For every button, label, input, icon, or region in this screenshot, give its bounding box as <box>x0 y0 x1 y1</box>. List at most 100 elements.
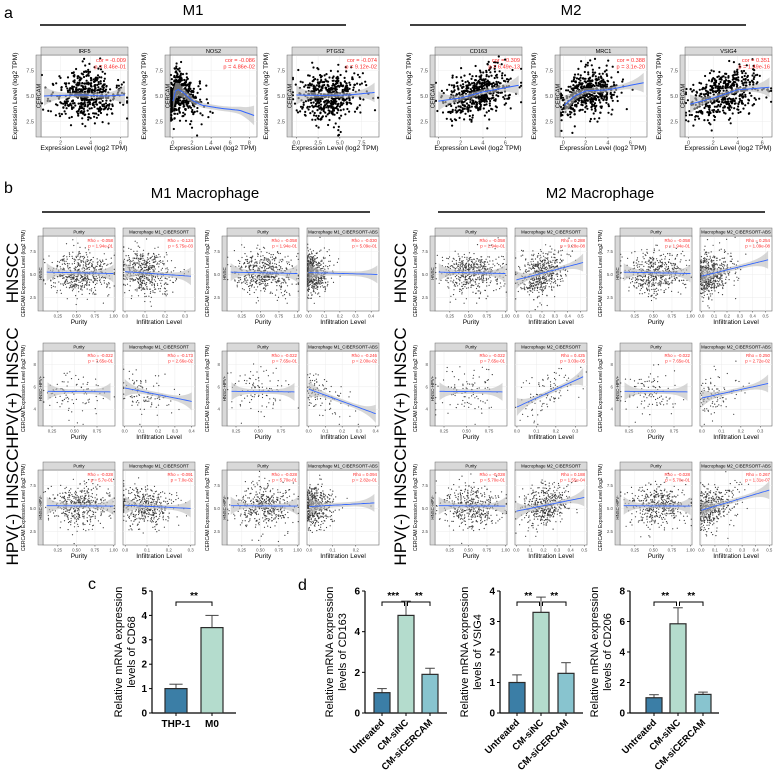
data-point <box>190 93 193 96</box>
data-point <box>571 131 574 134</box>
data-point <box>85 264 87 266</box>
data-point <box>734 77 737 80</box>
data-point <box>719 85 722 88</box>
data-point <box>137 295 140 297</box>
data-point <box>307 296 309 298</box>
y-axis-label: Expression Level (log2 TPM) <box>656 52 663 139</box>
data-point <box>99 80 102 83</box>
data-point <box>140 276 142 278</box>
data-point <box>714 83 717 86</box>
y-tick-label: 7.5 <box>545 68 553 74</box>
x-axis-label: Expression Level (log2 TPM) <box>291 145 378 152</box>
data-point <box>101 266 103 268</box>
data-point <box>461 110 464 113</box>
data-point <box>348 81 351 84</box>
data-point <box>80 261 82 263</box>
facet-title: CD163 <box>470 49 487 55</box>
data-point <box>241 256 243 259</box>
data-point <box>158 266 160 268</box>
data-point <box>316 67 319 70</box>
data-point <box>729 104 732 107</box>
data-point <box>186 77 189 80</box>
side-strip-label: CERCAM <box>166 84 172 109</box>
data-point <box>111 112 114 115</box>
data-point <box>583 70 586 74</box>
data-point <box>570 87 573 90</box>
data-point <box>156 262 159 264</box>
data-point <box>78 253 80 255</box>
data-point <box>489 99 492 103</box>
data-point <box>77 287 79 289</box>
data-point <box>459 84 462 87</box>
data-point <box>59 266 61 268</box>
data-point <box>172 281 174 283</box>
data-point <box>737 111 740 114</box>
data-point <box>73 260 76 262</box>
data-point <box>343 76 346 79</box>
data-point <box>134 257 136 259</box>
data-point <box>89 252 91 254</box>
data-point <box>60 88 63 92</box>
correlation-value: cor = 0.388 <box>617 58 645 64</box>
panel-letter-c: c <box>88 576 96 593</box>
facet-title: MRC1 <box>596 49 612 55</box>
data-point <box>576 85 580 88</box>
data-point <box>283 278 285 280</box>
data-point <box>733 70 736 73</box>
data-point <box>752 77 755 81</box>
data-point <box>495 73 498 76</box>
data-point <box>196 134 199 137</box>
data-point <box>236 284 238 286</box>
data-point <box>134 253 136 255</box>
data-point <box>81 106 84 109</box>
data-point <box>269 278 271 280</box>
data-point <box>85 260 87 262</box>
data-point <box>71 281 73 283</box>
data-point <box>141 287 143 289</box>
data-point <box>94 293 96 295</box>
side-strip-label: CERCAM <box>556 84 562 109</box>
data-point <box>40 102 44 105</box>
data-point <box>161 279 163 282</box>
data-point <box>133 250 135 252</box>
data-point <box>90 279 92 281</box>
data-point <box>462 83 465 86</box>
data-point <box>134 289 136 291</box>
data-point <box>748 112 751 115</box>
data-point <box>581 77 584 80</box>
data-point <box>257 255 259 257</box>
data-point <box>479 96 482 99</box>
data-point <box>338 85 341 88</box>
data-point <box>82 264 84 266</box>
data-point <box>458 116 461 119</box>
data-point <box>56 292 58 294</box>
facet-title: VSIG4 <box>720 49 736 55</box>
data-point <box>719 103 723 106</box>
data-point <box>560 129 563 132</box>
data-point <box>621 78 625 81</box>
data-point <box>239 277 241 279</box>
data-point <box>451 76 454 79</box>
data-point <box>322 256 325 258</box>
data-point <box>590 108 593 111</box>
data-point <box>584 77 587 80</box>
data-point <box>145 277 147 279</box>
data-point <box>123 274 125 276</box>
data-point <box>113 272 115 274</box>
data-point <box>74 287 76 289</box>
data-point <box>284 256 286 258</box>
data-point <box>282 282 285 284</box>
data-point <box>95 112 98 115</box>
data-point <box>248 268 251 270</box>
data-point <box>55 82 58 85</box>
data-point <box>741 102 745 105</box>
data-point <box>146 259 148 261</box>
data-point <box>86 259 88 261</box>
data-point <box>264 266 266 268</box>
data-point <box>352 88 355 92</box>
data-point <box>146 278 148 280</box>
data-point <box>93 66 96 69</box>
data-point <box>92 101 95 104</box>
data-point <box>84 87 87 90</box>
